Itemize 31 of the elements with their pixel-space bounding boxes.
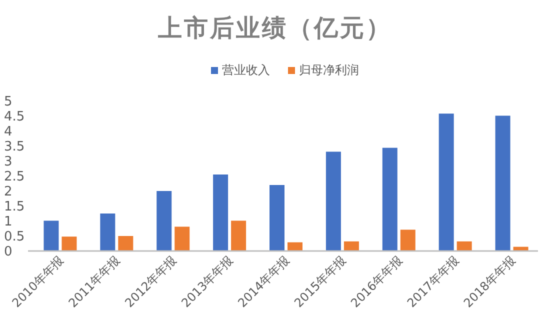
- bar: [213, 174, 228, 251]
- y-tick-label: 1.5: [4, 200, 25, 214]
- bar: [270, 185, 284, 251]
- bar: [382, 148, 398, 251]
- bar: [288, 242, 302, 251]
- chart-title: 上市后业绩（亿元）: [157, 14, 392, 42]
- bar: [156, 191, 172, 251]
- bar: [100, 214, 116, 251]
- bar: [495, 116, 510, 251]
- bar: [326, 152, 341, 251]
- y-tick-label: 2.5: [4, 170, 25, 184]
- y-tick-label: 3: [4, 154, 12, 170]
- bar: [62, 236, 77, 251]
- bar: [174, 226, 190, 251]
- legend-label: 营业收入: [222, 63, 270, 77]
- bar: [400, 230, 416, 251]
- y-tick-label: 2: [4, 184, 12, 200]
- bar: [438, 114, 454, 251]
- y-tick-label: 4.5: [4, 110, 25, 124]
- bar: [44, 220, 59, 251]
- y-tick-label: 0: [4, 244, 12, 260]
- y-tick-label: 1: [4, 214, 12, 230]
- bar: [231, 220, 246, 251]
- y-tick-label: 5: [4, 94, 12, 110]
- bar: [456, 241, 472, 251]
- bar: [118, 236, 134, 251]
- bar: [344, 241, 359, 251]
- y-tick-label: 0.5: [4, 230, 25, 244]
- y-tick-label: 4: [4, 124, 12, 140]
- y-tick-label: 3.5: [4, 140, 25, 154]
- legend-label: 归母净利润: [299, 63, 359, 77]
